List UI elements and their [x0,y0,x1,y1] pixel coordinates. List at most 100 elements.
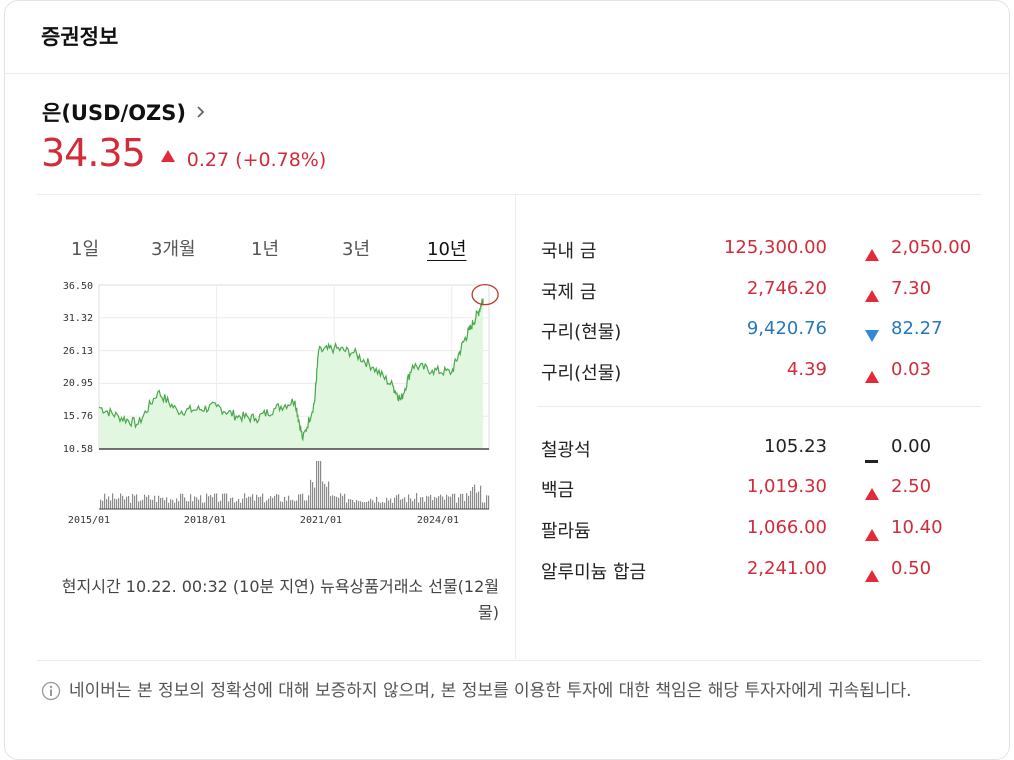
commodity-change: 2,050.00 [891,237,972,258]
price-change: 0.27 (+0.78%) [187,149,326,171]
volume-bar [368,500,370,509]
commodity-name: 구리(현물) [541,322,622,343]
volume-bar [142,499,144,509]
volume-bar [146,496,148,509]
volume-bar [288,495,290,509]
volume-bar [390,498,392,509]
volume-bar [196,497,198,509]
volume-bar [264,502,266,509]
volume-bar [144,494,146,509]
price-line [98,297,484,442]
volume-bar [340,493,342,509]
commodity-row[interactable]: 알루미늄 합금 2,241.00 0.50 [541,558,971,588]
tab-10y[interactable]: 10년 [427,239,467,260]
commodity-row[interactable]: 백금 1,019.30 2.50 [541,476,971,506]
up-arrow-icon [160,150,175,162]
commodity-name: 철광석 [541,440,591,461]
tab-1y[interactable]: 1년 [251,239,280,260]
change-indicator [865,444,878,465]
commodity-value: 4.39 [786,359,827,380]
volume-bar [220,500,222,509]
volume-bar [332,495,334,509]
volume-bar [466,493,468,509]
volume-bar [222,493,224,509]
y-tick-label: 10.58 [63,444,93,455]
volume-bar [424,501,426,509]
tab-3y[interactable]: 3년 [342,239,371,260]
volume-bar [450,496,452,509]
volume-bar [472,487,474,509]
volume-bar [262,493,264,509]
volume-bar [226,493,228,509]
volume-bar [464,501,466,509]
volume-bar [306,500,308,509]
volume-bar [462,493,464,509]
volume-bar [248,496,250,509]
volume-bar [402,498,404,509]
commodity-value: 105.23 [764,436,827,457]
volume-bar [290,500,292,509]
volume-bar [314,487,316,509]
volume-bar [482,502,484,509]
volume-bar [468,495,470,509]
volume-bar [212,497,214,509]
volume-bar [224,493,226,509]
price-row: 34.35 0.27 (+0.78%) [41,131,326,175]
card-header-title: 증권정보 [41,25,119,49]
volume-bar [382,502,384,509]
volume-bar [442,496,444,509]
commodity-name: 팔라듐 [541,521,591,542]
volume-bar [176,498,178,509]
volume-bar [396,495,398,509]
commodity-row[interactable]: 국제 금 2,746.20 7.30 [541,278,971,308]
commodity-row[interactable]: 팔라듐 1,066.00 10.40 [541,517,971,547]
volume-bar [152,499,154,509]
period-tabs: 1일 3개월 1년 3년 10년 [45,235,485,265]
disclaimer: 네이버는 본 정보의 정확성에 대해 보증하지 않으며, 본 정보를 이용한 투… [41,679,991,703]
y-tick-label: 31.32 [63,313,93,324]
volume-bar [484,502,486,509]
commodity-name: 구리(선물) [541,363,622,384]
volume-bar [100,499,102,509]
volume-bar [412,501,414,509]
volume-bar [456,502,458,509]
volume-bar [216,493,218,509]
commodity-row[interactable]: 철광석 105.23 0.00 [541,436,971,466]
volume-bar [256,494,258,509]
info-icon [41,681,61,701]
volume-bars [100,461,490,509]
commodity-change: 0.03 [891,359,932,380]
volume-bar [198,499,200,509]
volume-bar [174,502,176,509]
tab-3m[interactable]: 3개월 [151,239,196,260]
commodity-change: 0.00 [891,436,932,457]
x-tick-label: 2021/01 [300,515,342,526]
price-chart: 36.50 31.32 26.13 20.95 15.76 10.58 2015… [63,281,499,526]
tab-1d[interactable]: 1일 [71,239,100,260]
volume-bar [168,502,170,509]
volume-bar [338,497,340,509]
volume-bar [444,499,446,509]
volume-bar [398,494,400,509]
volume-bar [106,499,108,509]
volume-bar [270,496,272,509]
volume-bar [358,501,360,509]
volume-bar [342,495,344,509]
change-indicator [865,525,879,546]
volume-bar [348,498,350,509]
volume-bar [102,500,104,509]
commodity-row[interactable]: 구리(선물) 4.39 0.03 [541,359,971,389]
volume-bar [478,491,480,509]
commodity-row[interactable]: 국내 금 125,300.00 2,050.00 [541,237,971,267]
asset-title-link[interactable]: 은(USD/OZS) [42,97,208,127]
y-tick-label: 26.13 [63,346,93,357]
volume-bar [376,496,378,509]
commodity-row[interactable]: 구리(현물) 9,420.76 82.27 [541,318,971,348]
volume-bar [170,499,172,509]
volume-bar [384,502,386,509]
volume-bar [206,493,208,509]
volume-bar [418,502,420,509]
volume-bar [232,497,234,509]
volume-bar [298,494,300,509]
volume-bar [436,497,438,509]
